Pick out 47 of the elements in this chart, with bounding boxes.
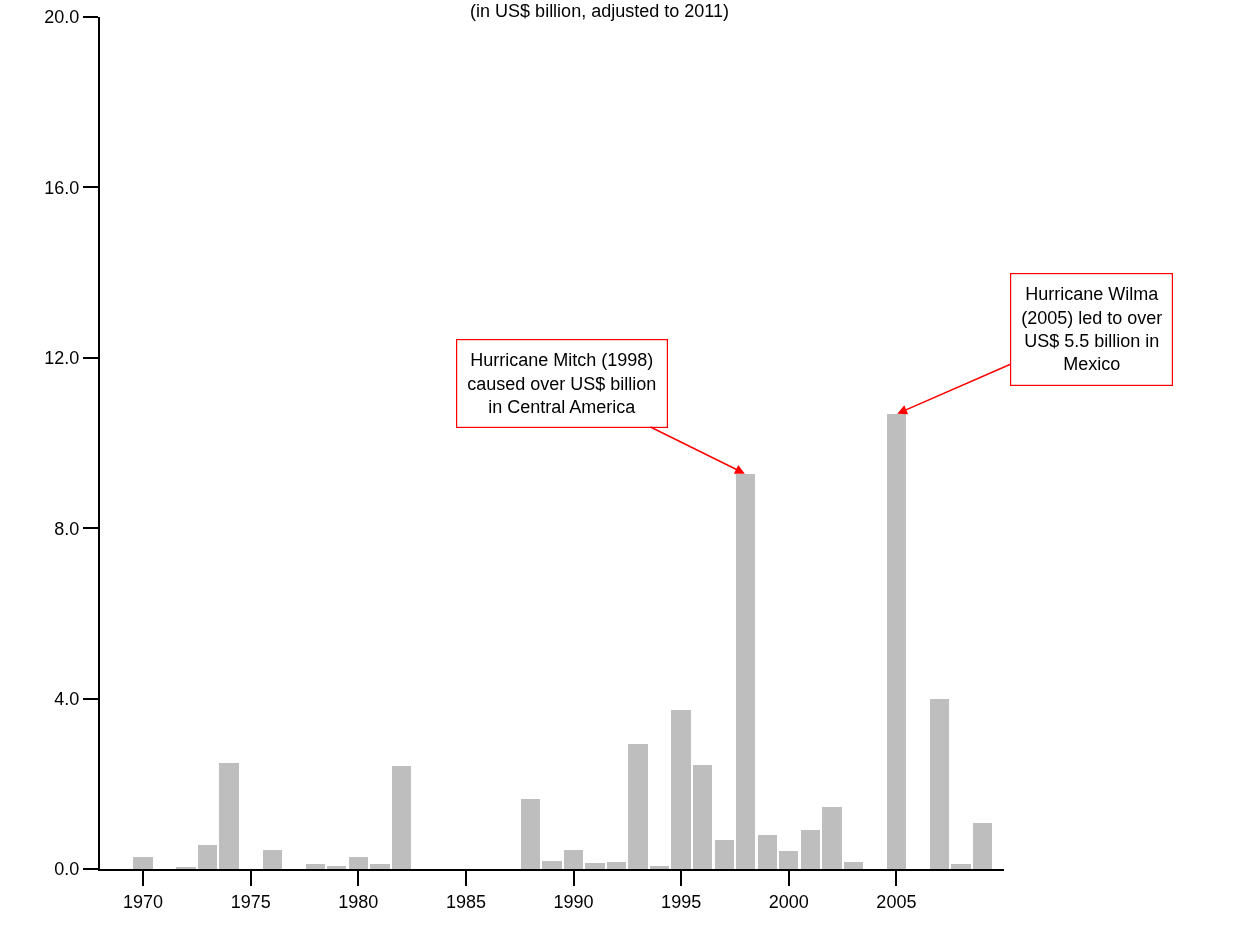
bar — [714, 840, 734, 869]
bar — [606, 862, 627, 869]
x-tick-label: 1995 — [661, 891, 702, 912]
bar — [951, 863, 971, 869]
bar — [391, 765, 412, 869]
y-tick-label: 0.0 — [54, 859, 80, 880]
bar — [563, 849, 584, 869]
bar — [176, 866, 196, 869]
bar — [736, 474, 756, 869]
bar — [800, 830, 820, 869]
bar — [886, 414, 907, 869]
y-tick-label: 12.0 — [44, 348, 80, 369]
x-tick-label: 2005 — [876, 891, 917, 912]
bar — [671, 710, 691, 869]
x-tick-label: 1985 — [445, 891, 486, 912]
annotation: Hurricane Wilma (2005) led to over US$ 5.5 billion in Mexico — [1021, 284, 1163, 375]
bar — [757, 835, 777, 869]
bar — [219, 762, 239, 869]
chart-title: (in US$ billion, adjusted to 2011) — [470, 1, 729, 22]
x-tick-label: 1980 — [338, 891, 379, 912]
bar — [628, 744, 648, 869]
bar — [520, 799, 541, 869]
x-tick-label: 1970 — [123, 891, 164, 912]
bar — [542, 861, 562, 869]
y-tick-label: 8.0 — [54, 518, 80, 539]
x-tick-label: 1990 — [553, 891, 594, 912]
bar — [843, 862, 864, 869]
bar — [133, 857, 153, 869]
bar — [779, 851, 799, 869]
bar — [585, 862, 605, 869]
bar — [327, 866, 347, 869]
y-tick-label: 4.0 — [54, 688, 80, 709]
bar — [972, 822, 993, 869]
bar — [370, 863, 390, 869]
y-tick-label: 20.0 — [44, 7, 80, 28]
x-tick-label: 2000 — [768, 891, 809, 912]
bar — [822, 806, 842, 869]
x-tick-label: 1975 — [230, 891, 271, 912]
bar — [197, 845, 218, 869]
bar — [929, 699, 950, 869]
bar — [305, 863, 325, 869]
bar — [348, 857, 368, 869]
annotation: Hurricane Mitch (1998) caused over US$ billion in Central America — [467, 350, 657, 417]
bar — [649, 866, 670, 869]
bar — [262, 849, 282, 869]
y-tick-label: 16.0 — [44, 177, 80, 198]
bar — [692, 765, 713, 869]
